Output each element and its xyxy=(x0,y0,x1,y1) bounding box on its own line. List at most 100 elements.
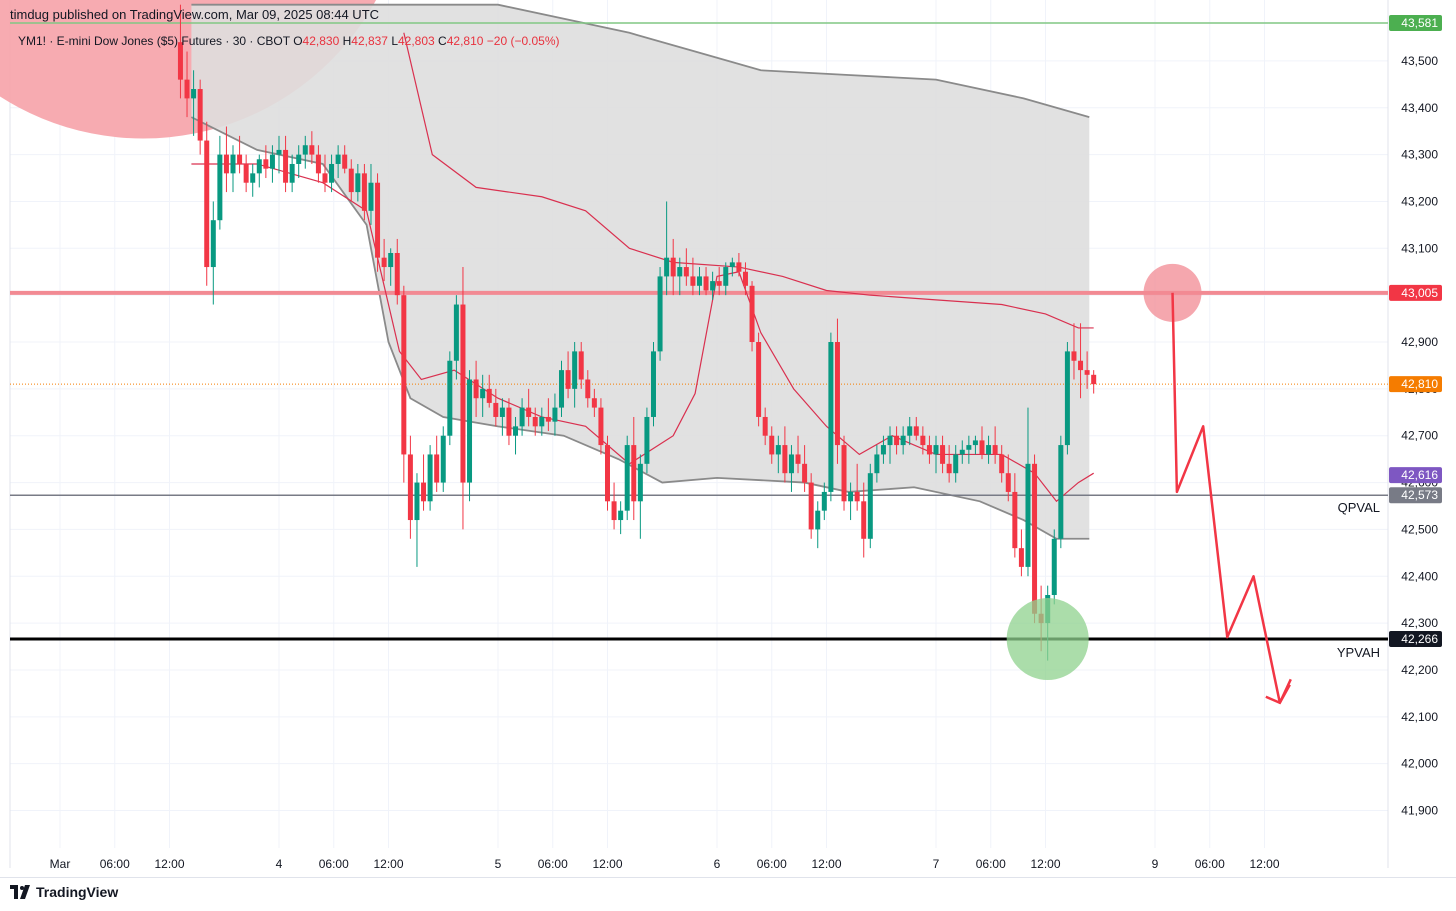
candle-body xyxy=(788,454,794,474)
candle xyxy=(578,342,584,389)
vwap-upper-line xyxy=(403,32,1094,329)
candle xyxy=(559,360,565,417)
time-axis[interactable]: Mar 06:00 12:00 4 06:00 12:00 5 06:00 12:00 6 06:0… xyxy=(50,857,1280,871)
candle xyxy=(513,416,519,455)
candle xyxy=(394,238,400,305)
candle xyxy=(1025,407,1031,577)
symbol-legend[interactable]: YM1! · E-mini Dow Jones ($5) Futures · 3… xyxy=(18,34,559,48)
candle xyxy=(861,482,867,558)
candle xyxy=(637,454,643,539)
candle xyxy=(1032,454,1038,624)
projection-arrowhead xyxy=(1265,684,1291,705)
price-tick-label: 42,500 xyxy=(1401,522,1438,536)
candle-body xyxy=(867,473,873,539)
close-label: C xyxy=(438,34,447,48)
candle xyxy=(1058,435,1064,549)
candle-body xyxy=(736,262,742,272)
candle xyxy=(184,51,190,118)
candle-body xyxy=(690,276,696,286)
candle xyxy=(749,281,755,352)
candle-body xyxy=(302,145,308,155)
candle-body xyxy=(841,445,847,502)
candle-body xyxy=(696,276,702,286)
candle xyxy=(532,407,538,436)
candle-body xyxy=(1064,351,1070,446)
time-tick-label: 12:00 xyxy=(1249,857,1279,871)
tradingview-logo[interactable]: TradingView xyxy=(10,884,118,900)
candle xyxy=(289,154,295,193)
candle xyxy=(204,121,210,286)
candle-body xyxy=(1091,374,1097,385)
candle xyxy=(605,435,610,511)
candle xyxy=(1091,370,1097,394)
candle-body xyxy=(539,416,545,427)
candle-body xyxy=(1025,463,1031,567)
candle xyxy=(296,145,302,179)
candle-body xyxy=(572,351,578,389)
candle xyxy=(1012,473,1018,558)
candle xyxy=(407,435,413,539)
candle-body xyxy=(848,491,854,502)
high-value: 42,837 xyxy=(351,34,388,48)
price-badge-label: 42,266 xyxy=(1401,632,1438,646)
time-tick-label: 06:00 xyxy=(319,857,349,871)
candle xyxy=(237,135,243,174)
price-tick-label: 42,400 xyxy=(1401,569,1438,583)
candle xyxy=(348,159,354,202)
candle-body xyxy=(670,257,676,277)
candle xyxy=(644,407,650,474)
time-tick-label: 9 xyxy=(1152,857,1159,871)
candle xyxy=(670,238,676,296)
candle-body xyxy=(559,370,565,408)
candle xyxy=(467,370,473,502)
candle xyxy=(894,426,900,455)
candle-body xyxy=(1058,445,1064,539)
candle-body xyxy=(834,342,840,446)
candle xyxy=(342,145,348,174)
high-label: H xyxy=(342,34,352,48)
candle xyxy=(230,145,236,193)
candle-body xyxy=(467,379,473,483)
candle xyxy=(1018,529,1024,577)
annotations xyxy=(1006,263,1292,705)
candle xyxy=(999,445,1005,483)
candle xyxy=(1078,323,1084,399)
candle xyxy=(723,262,729,296)
candle xyxy=(526,388,532,427)
change-value: −20 (−0.05%) xyxy=(486,34,560,48)
candle xyxy=(828,332,834,502)
candle xyxy=(591,388,597,417)
candle-body xyxy=(644,416,650,464)
tradingview-logo-icon xyxy=(10,885,30,899)
candle xyxy=(703,267,709,296)
band-lower-line xyxy=(190,116,1090,540)
candle-body xyxy=(263,159,269,169)
footer-divider xyxy=(0,877,1456,878)
candle xyxy=(256,154,262,188)
candle xyxy=(788,445,794,492)
candle-body xyxy=(210,220,216,268)
time-tick-label: 06:00 xyxy=(1195,857,1225,871)
candle xyxy=(250,163,256,197)
candle-body xyxy=(762,416,768,436)
candle-body xyxy=(611,501,617,521)
open-label: O xyxy=(293,34,303,48)
candle xyxy=(375,173,381,272)
candle xyxy=(223,126,229,193)
candle-body xyxy=(276,149,282,155)
candle-body xyxy=(828,342,834,492)
candle-body xyxy=(177,42,183,80)
candle-body xyxy=(427,454,433,502)
candle-body xyxy=(283,149,289,183)
candle-body xyxy=(631,445,637,502)
candle xyxy=(979,426,985,460)
candle xyxy=(729,257,735,277)
candle-body xyxy=(933,445,939,455)
time-tick-label: 7 xyxy=(933,857,940,871)
candle-body xyxy=(795,454,801,464)
candle xyxy=(756,332,762,427)
price-axis[interactable]: 41,900 42,000 42,100 42,200 42,300 42,400 42,5… xyxy=(1389,14,1442,818)
price-tick-label: 42,700 xyxy=(1401,429,1438,443)
publisher-header: timdug published on TradingView.com, Mar… xyxy=(10,7,380,22)
